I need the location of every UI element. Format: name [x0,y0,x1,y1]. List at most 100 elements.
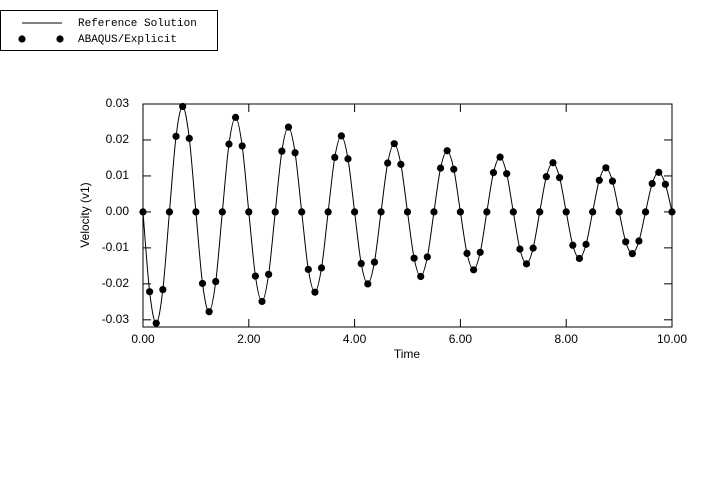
data-point [384,159,392,167]
data-point [377,208,385,216]
data-point [231,113,240,121]
y-tick-label: 0.01 [106,168,130,182]
data-point [589,208,597,216]
data-point [179,102,187,111]
data-point [225,140,233,148]
data-point [555,173,564,182]
legend-label: ABAQUS/Explicit [78,34,177,46]
y-tick-label: -0.02 [102,276,130,290]
data-point [304,265,312,274]
legend-marker [56,35,64,43]
data-point [212,277,220,286]
data-point [258,297,266,306]
data-point [450,165,458,173]
data-point [291,149,299,157]
x-tick-label: 2.00 [237,332,261,346]
data-point [165,208,174,216]
data-point [357,259,365,268]
data-point [159,285,167,294]
data-point [443,147,451,155]
data-point [284,123,293,131]
x-tick-label: 0.00 [131,332,155,346]
data-point [185,134,193,142]
data-point [344,155,352,163]
data-point [324,208,332,216]
x-tick-label: 6.00 [449,332,473,346]
data-point [549,159,557,167]
y-axis-label: Velocity (v1) [78,182,92,247]
data-point [172,132,180,140]
data-point [602,164,610,172]
data-point [298,208,306,216]
data-point [423,253,431,261]
data-point [661,180,669,188]
data-point [641,208,650,216]
data-point [522,260,531,268]
data-point [139,208,147,216]
data-point [271,208,279,216]
data-point [503,170,511,178]
data-point [470,266,478,274]
y-tick-label: 0.03 [106,96,130,110]
data-point [509,208,517,216]
data-point [364,280,372,288]
legend-label: Reference Solution [78,18,197,30]
x-axis-label: Time [394,347,421,361]
data-point [317,264,326,272]
x-tick-label: 10.00 [657,332,687,346]
data-point [205,308,213,316]
data-point [489,169,498,177]
data-point [238,142,246,150]
data-point [595,176,603,184]
y-tick-label: 0.02 [106,132,130,146]
data-point [463,249,471,258]
data-point [655,168,663,176]
data-point [562,208,570,216]
data-point [146,288,154,296]
legend-marker [18,35,26,43]
data-point [410,254,418,262]
data-point [648,179,656,188]
data-point [192,208,200,216]
series-line [142,105,673,324]
y-tick-label: -0.01 [102,240,130,254]
x-tick-label: 4.00 [343,332,367,346]
data-point [417,272,425,281]
data-point [483,208,491,216]
data-point [668,208,676,216]
data-point [608,177,617,185]
y-tick-label: 0.00 [106,204,130,218]
data-point [628,250,636,258]
data-point [430,208,438,216]
data-point [403,208,412,216]
y-tick-label: -0.03 [102,312,130,326]
data-point [265,270,273,278]
data-point [331,153,339,162]
data-point [251,272,260,280]
legend-box [0,10,218,51]
data-point [337,132,345,140]
data-point [582,240,590,248]
data-point [575,254,584,263]
data-point [198,279,207,288]
x-tick-label: 8.00 [555,332,579,346]
data-point [370,258,379,266]
data-point [245,208,253,216]
data-point [397,160,405,168]
data-point [278,147,286,155]
data-point [542,173,550,181]
data-point [218,208,226,216]
data-point [496,153,504,161]
data-point [635,237,643,245]
data-point [536,208,544,216]
data-point [436,164,445,172]
data-point [529,244,537,252]
data-point [311,288,319,296]
data-point [622,238,630,246]
data-point [152,319,160,327]
data-point [390,140,398,148]
data-point [351,208,359,216]
data-point [569,241,577,249]
